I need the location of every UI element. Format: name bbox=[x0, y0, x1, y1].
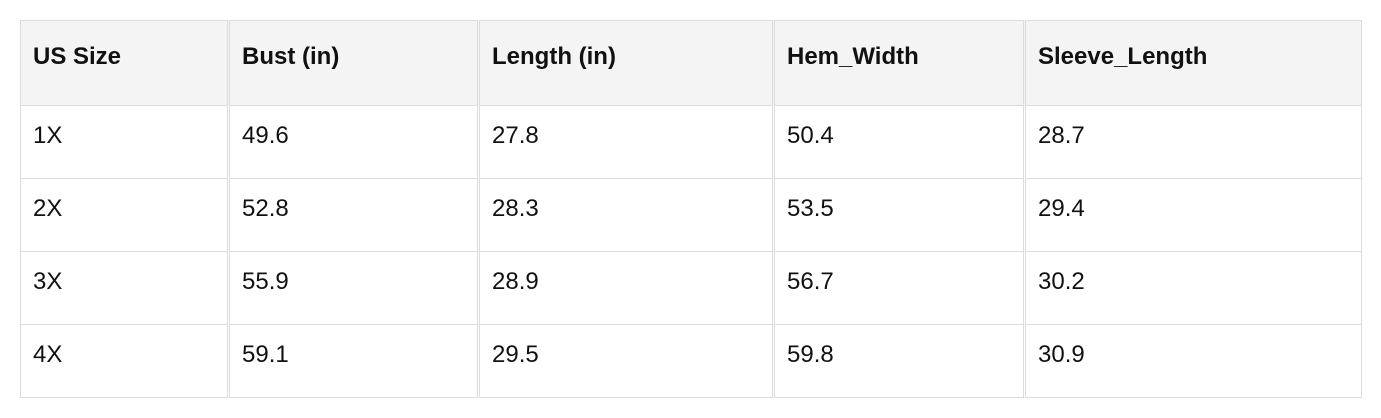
table-cell: 30.2 bbox=[1023, 251, 1362, 325]
table-row: 1X 49.6 27.8 50.4 28.7 bbox=[20, 105, 1362, 179]
table-cell: 28.3 bbox=[477, 178, 774, 252]
header-hem-width: Hem_Width bbox=[772, 20, 1025, 106]
table-cell: 28.9 bbox=[477, 251, 774, 325]
header-us-size: US Size bbox=[20, 20, 229, 106]
table-cell: 1X bbox=[20, 105, 229, 179]
size-chart-table: US Size Bust (in) Length (in) Hem_Width … bbox=[20, 20, 1362, 398]
table-cell: 29.5 bbox=[477, 324, 774, 398]
header-bust: Bust (in) bbox=[227, 20, 479, 106]
table-cell: 59.8 bbox=[772, 324, 1025, 398]
table-cell: 30.9 bbox=[1023, 324, 1362, 398]
table-cell: 27.8 bbox=[477, 105, 774, 179]
table-cell: 29.4 bbox=[1023, 178, 1362, 252]
header-sleeve-length: Sleeve_Length bbox=[1023, 20, 1362, 106]
table-cell: 55.9 bbox=[227, 251, 479, 325]
table-cell: 53.5 bbox=[772, 178, 1025, 252]
table-row: 2X 52.8 28.3 53.5 29.4 bbox=[20, 178, 1362, 252]
header-row: US Size Bust (in) Length (in) Hem_Width … bbox=[20, 20, 1362, 106]
table-cell: 3X bbox=[20, 251, 229, 325]
table-cell: 4X bbox=[20, 324, 229, 398]
table-cell: 50.4 bbox=[772, 105, 1025, 179]
table-cell: 59.1 bbox=[227, 324, 479, 398]
table-cell: 52.8 bbox=[227, 178, 479, 252]
header-length: Length (in) bbox=[477, 20, 774, 106]
table-row: 4X 59.1 29.5 59.8 30.9 bbox=[20, 324, 1362, 398]
table-cell: 56.7 bbox=[772, 251, 1025, 325]
table-row: 3X 55.9 28.9 56.7 30.2 bbox=[20, 251, 1362, 325]
table-cell: 2X bbox=[20, 178, 229, 252]
table-cell: 28.7 bbox=[1023, 105, 1362, 179]
table-cell: 49.6 bbox=[227, 105, 479, 179]
